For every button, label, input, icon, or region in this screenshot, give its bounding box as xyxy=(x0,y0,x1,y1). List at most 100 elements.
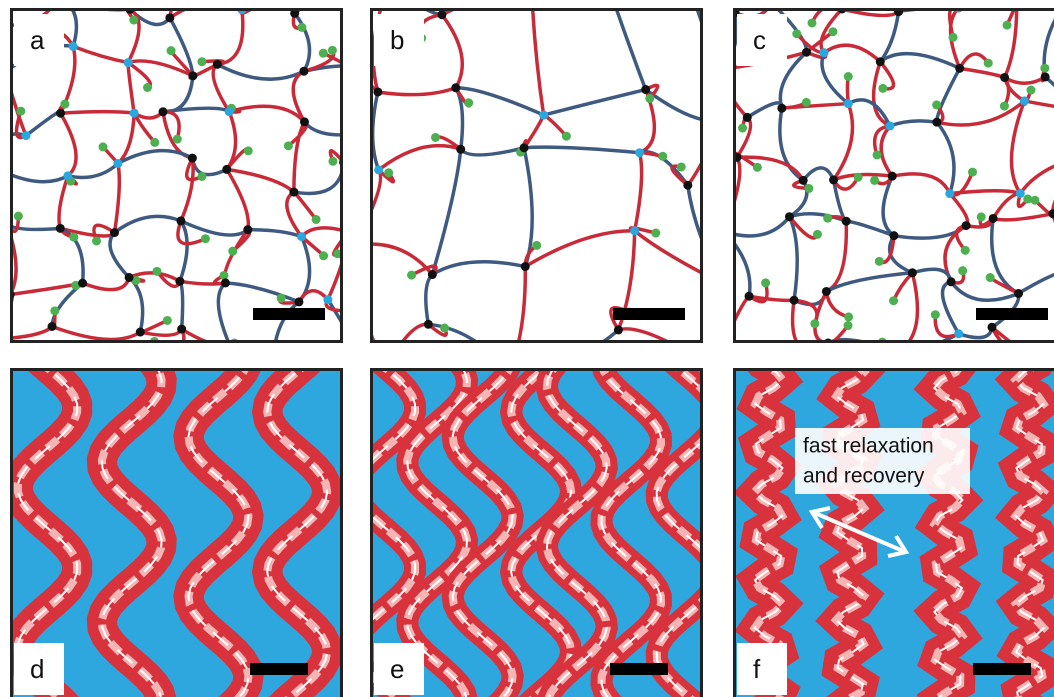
annotation: fast relaxation xyxy=(803,435,934,458)
strand xyxy=(801,343,828,352)
junction xyxy=(1026,86,1035,95)
junction xyxy=(820,48,829,57)
junction xyxy=(949,33,958,42)
strand xyxy=(608,0,696,4)
junction xyxy=(745,292,754,301)
junction xyxy=(344,227,353,236)
junction xyxy=(532,241,541,250)
dangling-strand xyxy=(764,0,777,2)
junction xyxy=(797,343,806,352)
junction xyxy=(373,87,382,96)
junction xyxy=(381,358,390,367)
junction xyxy=(822,287,831,296)
junction xyxy=(277,294,286,303)
dangling-strand xyxy=(715,118,734,127)
strand xyxy=(0,167,6,223)
strand xyxy=(719,348,801,357)
junction xyxy=(56,109,65,118)
junction xyxy=(440,324,449,333)
dangling-strand xyxy=(354,246,365,263)
junction xyxy=(984,59,993,68)
junction xyxy=(219,271,228,280)
junction xyxy=(1016,189,1025,198)
strand xyxy=(344,162,349,232)
junction xyxy=(1040,64,1049,73)
junction xyxy=(777,104,786,113)
junction xyxy=(221,278,230,287)
junction xyxy=(2,218,11,227)
dangling-strand xyxy=(705,70,722,82)
strand xyxy=(61,112,135,114)
dangling-strand xyxy=(3,52,5,72)
junction xyxy=(807,18,816,27)
junction xyxy=(792,29,801,38)
junction xyxy=(92,236,101,245)
junction xyxy=(945,189,954,198)
junction xyxy=(48,322,57,331)
junction xyxy=(1041,72,1050,81)
junction xyxy=(150,138,159,147)
junction xyxy=(824,339,833,348)
junction xyxy=(110,228,119,237)
dangling-strand xyxy=(704,363,732,389)
junction xyxy=(530,359,539,368)
junction xyxy=(562,132,571,141)
junction xyxy=(931,310,940,319)
junction xyxy=(878,84,887,93)
dangling-strand xyxy=(801,345,827,362)
junction xyxy=(767,0,776,7)
junction xyxy=(176,216,185,225)
junction xyxy=(201,234,210,243)
junction xyxy=(822,358,831,367)
junction xyxy=(437,10,446,19)
junction xyxy=(888,172,897,181)
junction xyxy=(738,124,747,133)
junction xyxy=(1014,289,1023,298)
strand xyxy=(1017,0,1054,2)
junction xyxy=(761,278,770,287)
junction xyxy=(424,320,433,329)
strand xyxy=(958,0,1016,8)
junction xyxy=(350,350,359,359)
junction xyxy=(289,188,298,197)
junction xyxy=(527,0,536,2)
junction xyxy=(1000,73,1009,82)
junction xyxy=(932,118,941,127)
junction xyxy=(129,16,138,25)
junction xyxy=(1,67,10,76)
strand xyxy=(230,345,273,360)
junction xyxy=(197,172,206,181)
junction xyxy=(823,214,832,223)
junction xyxy=(717,279,726,288)
junction xyxy=(753,163,762,172)
strand xyxy=(0,24,5,72)
junction xyxy=(962,221,971,230)
junction xyxy=(813,230,822,239)
junction xyxy=(222,165,231,174)
scale-bar xyxy=(973,663,1031,675)
junction xyxy=(891,348,900,357)
junction xyxy=(69,233,78,242)
scale-bar xyxy=(976,308,1048,320)
junction xyxy=(790,296,799,305)
junction xyxy=(269,355,278,364)
junction xyxy=(143,83,152,92)
dangling-strand xyxy=(715,283,722,299)
junction xyxy=(407,271,416,280)
junction xyxy=(451,83,460,92)
junction xyxy=(989,214,998,223)
junction xyxy=(312,215,321,224)
junction xyxy=(464,98,473,107)
junction xyxy=(630,226,639,235)
junction xyxy=(718,115,727,124)
junction xyxy=(968,168,977,177)
junction xyxy=(720,227,729,236)
junction xyxy=(641,85,650,94)
junction xyxy=(606,0,615,7)
junction xyxy=(785,212,794,221)
junction xyxy=(63,171,72,180)
junction xyxy=(22,131,31,140)
junction xyxy=(99,142,108,151)
junction xyxy=(876,57,885,66)
junction xyxy=(658,152,667,161)
